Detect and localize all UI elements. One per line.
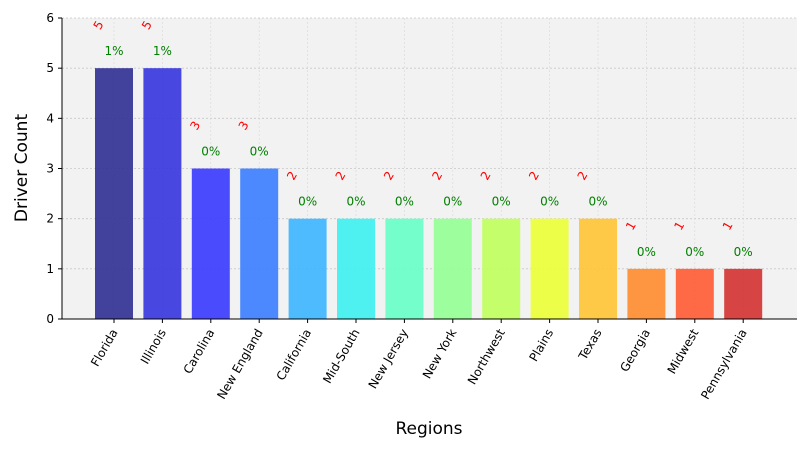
x-tick-label: Carolina xyxy=(181,327,218,377)
x-tick-label: Northwest xyxy=(465,326,508,387)
bar xyxy=(579,218,617,319)
y-tick-label: 2 xyxy=(46,212,54,226)
bar xyxy=(530,218,569,319)
bar xyxy=(240,168,279,319)
y-tick-label: 4 xyxy=(46,111,54,125)
x-tick-label: New England xyxy=(214,327,265,402)
y-tick-label: 1 xyxy=(46,262,54,276)
x-tick-label: Georgia xyxy=(617,327,653,375)
percent-label: 0% xyxy=(346,195,365,209)
y-tick-label: 6 xyxy=(46,11,54,25)
x-tick-label: Florida xyxy=(88,327,121,369)
x-tick-label: Plains xyxy=(527,327,557,364)
y-tick-label: 0 xyxy=(46,312,54,326)
percent-label: 0% xyxy=(637,245,656,259)
percent-label: 0% xyxy=(250,145,269,159)
bar xyxy=(95,68,133,320)
x-tick-label: Mid-South xyxy=(320,327,362,386)
percent-label: 0% xyxy=(298,195,317,209)
bar xyxy=(675,268,714,319)
bar xyxy=(724,268,763,319)
bar xyxy=(385,218,424,319)
bars xyxy=(95,68,763,320)
percent-label: 0% xyxy=(395,195,414,209)
percent-label: 0% xyxy=(201,145,220,159)
bar xyxy=(337,218,375,319)
percent-label: 0% xyxy=(443,195,462,209)
x-tick-label: New York xyxy=(420,326,460,381)
x-axis-label: Regions xyxy=(395,419,462,439)
percent-label: 0% xyxy=(492,195,511,209)
bar xyxy=(191,168,230,319)
x-tick-label: California xyxy=(274,327,315,383)
x-tick-label: Illinois xyxy=(138,327,169,367)
y-tick-label: 3 xyxy=(46,162,54,176)
bar xyxy=(143,68,182,320)
y-tick-labels: 0 1 2 3 4 5 6 xyxy=(46,11,62,326)
percent-label: 0% xyxy=(685,245,704,259)
bar xyxy=(433,218,472,319)
bar xyxy=(288,218,327,319)
percent-label: 0% xyxy=(588,195,607,209)
percent-label: 0% xyxy=(734,245,753,259)
y-axis-label: Driver Count xyxy=(12,114,32,223)
percent-label: 1% xyxy=(153,44,172,58)
percent-label: 1% xyxy=(104,44,123,58)
bar xyxy=(627,268,666,319)
y-tick-label: 5 xyxy=(46,61,54,75)
x-tick-label: Pennsylvania xyxy=(698,327,750,402)
x-tick-label: Texas xyxy=(575,327,604,364)
x-tick-label: Midwest xyxy=(665,326,702,376)
bar xyxy=(482,218,521,319)
x-tick-label: New Jersey xyxy=(366,327,411,392)
percent-label: 0% xyxy=(540,195,559,209)
